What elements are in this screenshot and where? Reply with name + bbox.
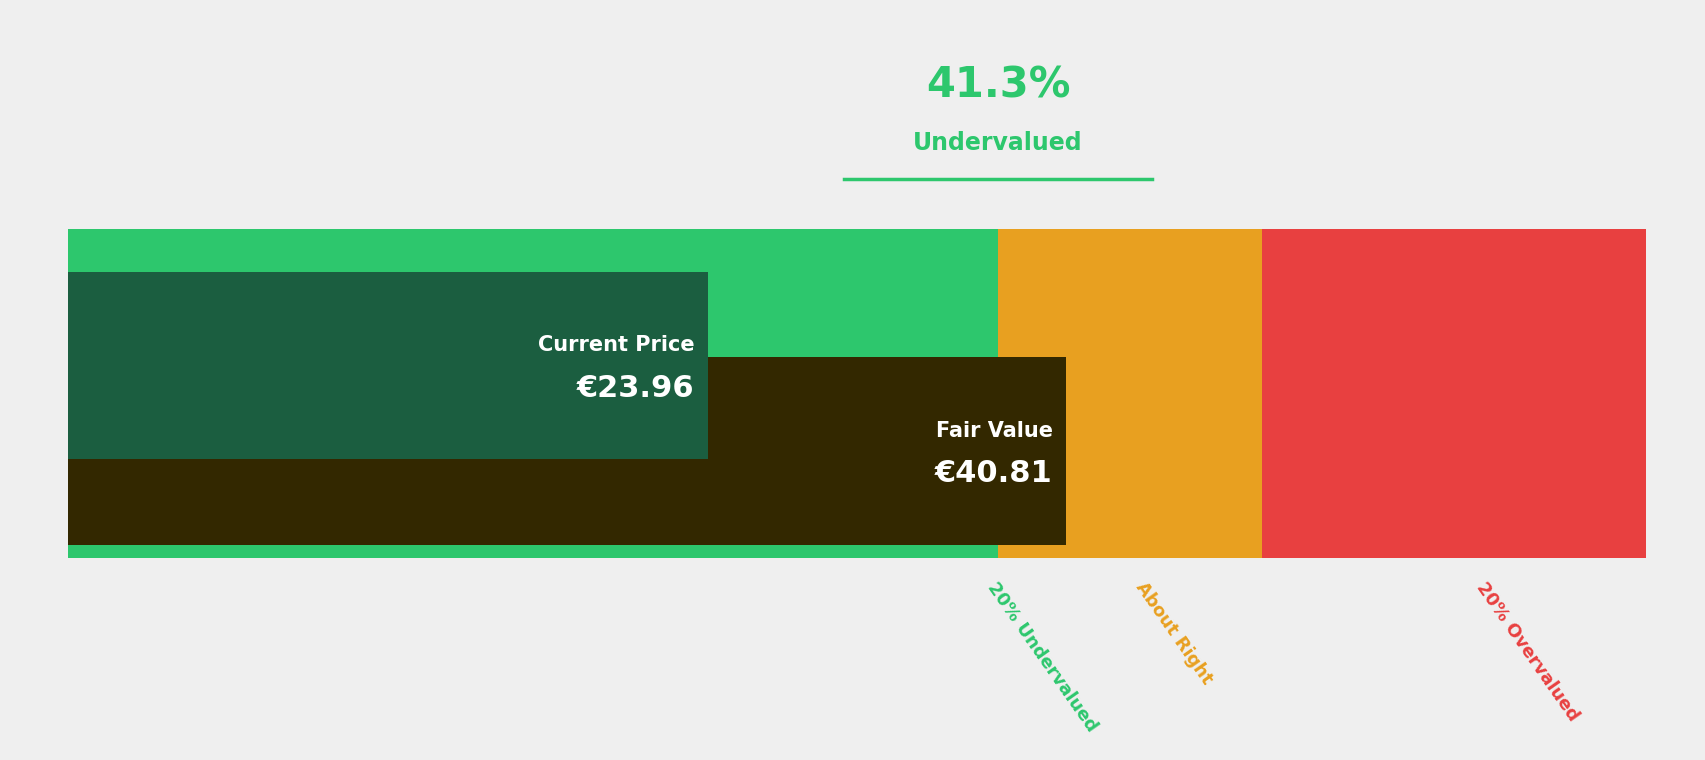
Bar xyxy=(68,229,997,558)
Text: €40.81: €40.81 xyxy=(934,459,1052,488)
Text: Undervalued: Undervalued xyxy=(912,131,1083,155)
Bar xyxy=(997,229,1262,558)
Bar xyxy=(68,271,708,459)
Text: €23.96: €23.96 xyxy=(576,374,694,403)
Text: 20% Undervalued: 20% Undervalued xyxy=(982,579,1100,736)
Text: Fair Value: Fair Value xyxy=(934,421,1052,441)
Text: About Right: About Right xyxy=(1130,579,1216,689)
Text: 20% Overvalued: 20% Overvalued xyxy=(1471,579,1582,725)
Text: 41.3%: 41.3% xyxy=(926,65,1069,107)
Text: Current Price: Current Price xyxy=(537,335,694,355)
Bar xyxy=(1262,229,1645,558)
Bar xyxy=(68,357,1066,544)
